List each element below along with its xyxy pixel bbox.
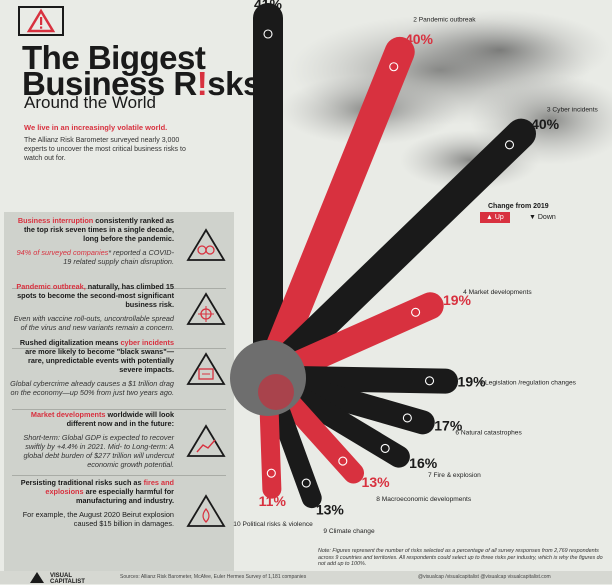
bar-icon-6 (402, 413, 412, 423)
bar-2 (260, 36, 415, 375)
legend-title: Change from 2019 (488, 203, 549, 210)
bar-icon-5 (424, 376, 435, 386)
intro-headline: We live in an increasingly volatile worl… (24, 123, 168, 132)
fire-icon (186, 494, 226, 527)
value-label-8: 13% (362, 474, 391, 490)
footnote: Note: Figures represent the number of ri… (318, 548, 603, 568)
value-label-3: 40% (531, 116, 560, 132)
intro-body: The Allianz Risk Barometer surveyed near… (24, 137, 186, 162)
page-title-line-1: The Biggest (22, 39, 206, 76)
interruption-icon (186, 228, 226, 261)
value-label-7: 16% (409, 455, 438, 471)
bar-icon-4 (411, 307, 421, 317)
bar-icon-10 (266, 468, 276, 478)
card-cyber-incidents: Rushed digitalization means cyber incide… (10, 338, 232, 404)
category-label-2: 2 Pandemic outbreak (413, 17, 476, 24)
page-title-line-2: Business R!sks (22, 65, 261, 102)
category-label-5: 5 Legislation /regulation changes (480, 380, 577, 387)
card-business-interruption: Business interruption consistently ranke… (10, 216, 232, 284)
bar-icon-3 (504, 140, 515, 150)
value-label-4: 19% (443, 292, 472, 308)
value-label-2: 40% (405, 31, 434, 47)
value-label-9: 13% (316, 501, 345, 517)
bar-4 (272, 292, 444, 384)
bar-7 (274, 377, 410, 468)
bar-icon-9 (301, 478, 311, 488)
bar-icon-2 (389, 62, 399, 72)
separator (12, 288, 226, 289)
risk-explainer-panel: Business interruption consistently ranke… (4, 212, 234, 572)
center-photo-detail (258, 374, 294, 410)
separator (12, 348, 226, 349)
bar-icon-1 (263, 29, 273, 39)
virus-icon (186, 292, 226, 325)
card-market-developments: Market developments worldwide will look … (10, 410, 232, 476)
category-label-6: 6 Natural catastrophes (455, 430, 522, 437)
value-label-5: 19% (458, 373, 487, 389)
category-label-9: 9 Climate change (323, 528, 375, 535)
sources: Sources: Allianz Risk Barometer, McAfee,… (120, 574, 307, 580)
category-label-7: 7 Fire & explosion (428, 472, 481, 479)
separator (12, 475, 226, 476)
legend-down: ▼ Down (529, 214, 556, 221)
legend-up: ▲ Up (480, 212, 510, 223)
social-handles: @visualcap /visualcapitalist @visualcap … (418, 574, 551, 580)
card-fire-explosion: Persisting traditional risks such as fir… (10, 478, 232, 558)
value-label-1: 41% (254, 0, 283, 12)
market-icon (186, 424, 226, 457)
bar-6 (275, 371, 435, 435)
category-label-4: 4 Market developments (463, 289, 532, 296)
warning-icon (26, 8, 56, 33)
brand-name: VISUAL CAPITALIST (50, 573, 85, 585)
bar-icon-8 (338, 456, 348, 466)
visual-capitalist-logo-icon (30, 572, 44, 583)
separator (12, 409, 226, 410)
category-label-3: 3 Cyber incidents (547, 107, 599, 114)
value-label-10: 11% (259, 493, 287, 509)
bar-3 (267, 118, 536, 380)
warning-badge (18, 6, 64, 36)
bar-icon-7 (380, 443, 390, 453)
card-pandemic-outbreak: Pandemic outbreak, naturally, has climbe… (10, 282, 232, 344)
value-label-6: 17% (434, 418, 463, 434)
cyber-icon (186, 352, 226, 385)
page-subtitle: Around the World (24, 93, 156, 112)
category-label-10: 10 Political risks & violence (233, 521, 313, 528)
footer-bar (0, 571, 612, 584)
category-label-8: 8 Macroeconomic developments (376, 496, 472, 503)
